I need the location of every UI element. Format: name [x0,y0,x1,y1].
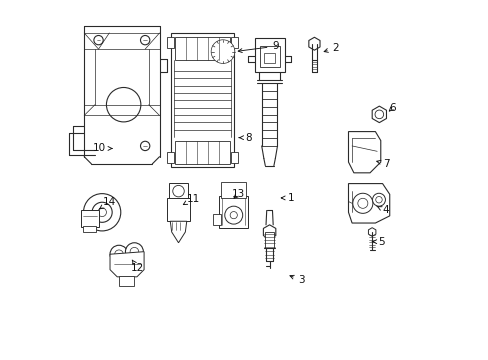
Text: 1: 1 [281,193,294,203]
Text: 12: 12 [131,260,144,273]
Bar [264,232,274,248]
Polygon shape [348,132,380,173]
Circle shape [372,193,385,206]
Text: 9: 9 [238,41,279,53]
Text: 7: 7 [376,159,389,169]
Bar [230,152,238,163]
Bar [221,182,246,198]
Bar [171,33,233,167]
Bar [167,198,189,221]
Polygon shape [371,106,386,123]
Bar [259,45,279,67]
Bar [219,196,247,228]
Polygon shape [367,228,375,236]
Bar [212,214,221,225]
Bar [119,276,134,286]
Circle shape [352,193,372,213]
Text: 5: 5 [372,237,384,247]
Bar [83,226,96,232]
Circle shape [213,42,232,61]
Bar [264,53,275,63]
Circle shape [375,197,382,203]
Bar [230,37,238,48]
Polygon shape [308,37,319,50]
Circle shape [140,141,149,150]
Bar [169,183,187,200]
Circle shape [110,245,128,263]
Bar [174,37,230,60]
Circle shape [115,250,123,258]
Bar [174,140,230,164]
Circle shape [98,208,106,217]
Circle shape [224,206,242,224]
Text: 14: 14 [99,197,115,209]
Circle shape [92,202,112,222]
Polygon shape [348,184,389,223]
Bar [166,152,174,163]
Circle shape [140,36,149,45]
Text: 2: 2 [324,43,339,53]
Circle shape [374,110,383,119]
Bar [81,211,99,226]
Bar [166,37,174,48]
Circle shape [211,40,234,63]
Circle shape [230,212,237,219]
Text: 13: 13 [231,189,244,199]
Circle shape [94,36,103,45]
Bar [254,39,284,72]
Text: 6: 6 [388,103,395,113]
Circle shape [172,185,184,197]
Circle shape [125,243,143,261]
Text: 8: 8 [239,133,251,143]
Polygon shape [170,221,186,243]
Text: 11: 11 [183,194,200,204]
Circle shape [218,47,227,56]
Text: 4: 4 [376,206,388,216]
Polygon shape [110,252,144,277]
Polygon shape [263,225,275,239]
Text: 3: 3 [289,275,305,285]
Circle shape [130,247,139,256]
Text: 10: 10 [93,143,112,153]
Circle shape [106,87,141,122]
Circle shape [357,198,367,208]
Circle shape [83,194,121,231]
